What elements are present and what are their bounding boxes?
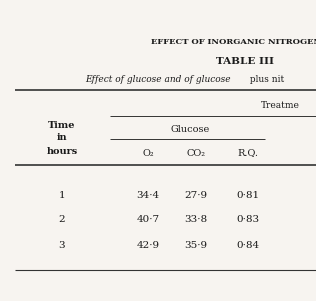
Text: Time: Time [48, 122, 76, 131]
Text: 33·8: 33·8 [185, 216, 208, 225]
Text: 2: 2 [59, 216, 65, 225]
Text: R.Q.: R.Q. [238, 148, 258, 157]
Text: in: in [57, 134, 67, 142]
Text: 35·9: 35·9 [185, 240, 208, 250]
Text: O₂: O₂ [142, 148, 154, 157]
Text: TABLE III: TABLE III [216, 57, 274, 67]
Text: Effect of glucose and of glucose: Effect of glucose and of glucose [85, 75, 231, 83]
Text: 42·9: 42·9 [137, 240, 160, 250]
Text: 0·84: 0·84 [236, 240, 259, 250]
Text: EFFECT OF INORGANIC NITROGEN ON: EFFECT OF INORGANIC NITROGEN ON [151, 38, 316, 46]
Text: hours: hours [46, 147, 78, 156]
Text: 3: 3 [59, 240, 65, 250]
Text: 0·83: 0·83 [236, 216, 259, 225]
Text: Treatme: Treatme [261, 101, 300, 110]
Text: 34·4: 34·4 [137, 191, 160, 200]
Text: 40·7: 40·7 [137, 216, 160, 225]
Text: 27·9: 27·9 [185, 191, 208, 200]
Text: 0·81: 0·81 [236, 191, 259, 200]
Text: plus nit: plus nit [247, 75, 284, 83]
Text: 1: 1 [59, 191, 65, 200]
Text: CO₂: CO₂ [186, 148, 205, 157]
Text: Glucose: Glucose [170, 125, 210, 134]
